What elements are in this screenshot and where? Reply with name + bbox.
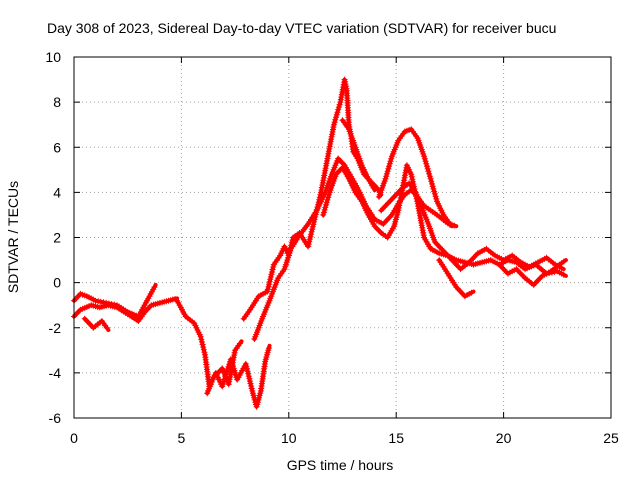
series-arc-2	[71, 296, 180, 324]
series-markers	[376, 126, 458, 229]
series-markers	[436, 257, 475, 300]
series-arc-4	[174, 297, 272, 410]
x-tick-label: 20	[496, 430, 512, 446]
axis-ticks	[73, 56, 612, 419]
series-arc-10	[378, 180, 566, 273]
series-markers	[496, 258, 567, 288]
series-arc-13	[339, 117, 377, 193]
y-tick-label: 2	[53, 230, 61, 246]
x-axis-label: GPS time / hours	[287, 457, 394, 473]
y-tick-label: -4	[49, 365, 62, 381]
y-axis-label: SDTVAR / TECUs	[5, 181, 21, 293]
x-tick-label: 10	[281, 430, 297, 446]
y-tick-label: 10	[45, 49, 61, 65]
series-markers	[81, 315, 110, 331]
y-tick-label: -2	[49, 320, 62, 336]
y-tick-label: 4	[53, 184, 61, 200]
x-tick-label: 0	[70, 430, 78, 446]
y-tick-label: 8	[53, 94, 61, 110]
axis-tick-labels: 0 5 10 15 20 25 -6 -4 -2 0 2 4 6 8 10	[45, 49, 619, 446]
series-trace	[175, 298, 272, 409]
series-arc-11	[436, 257, 476, 300]
series-arc-5	[204, 339, 244, 397]
grid	[74, 57, 611, 418]
data-layer	[71, 76, 568, 410]
series-arc-12	[496, 258, 568, 288]
series-markers	[174, 297, 272, 410]
x-tick-label: 15	[388, 430, 404, 446]
chart-title: Day 308 of 2023, Sidereal Day-to-day VTE…	[47, 20, 556, 36]
y-tick-label: 0	[53, 275, 61, 291]
series-markers	[339, 117, 377, 191]
x-tick-label: 25	[603, 430, 619, 446]
series-arc-9	[376, 126, 459, 229]
series-arc-3	[81, 315, 111, 332]
y-tick-label: 6	[53, 139, 61, 155]
series-markers	[204, 340, 243, 397]
y-tick-label: -6	[49, 410, 62, 426]
series-markers	[378, 180, 565, 273]
x-tick-label: 5	[178, 430, 186, 446]
